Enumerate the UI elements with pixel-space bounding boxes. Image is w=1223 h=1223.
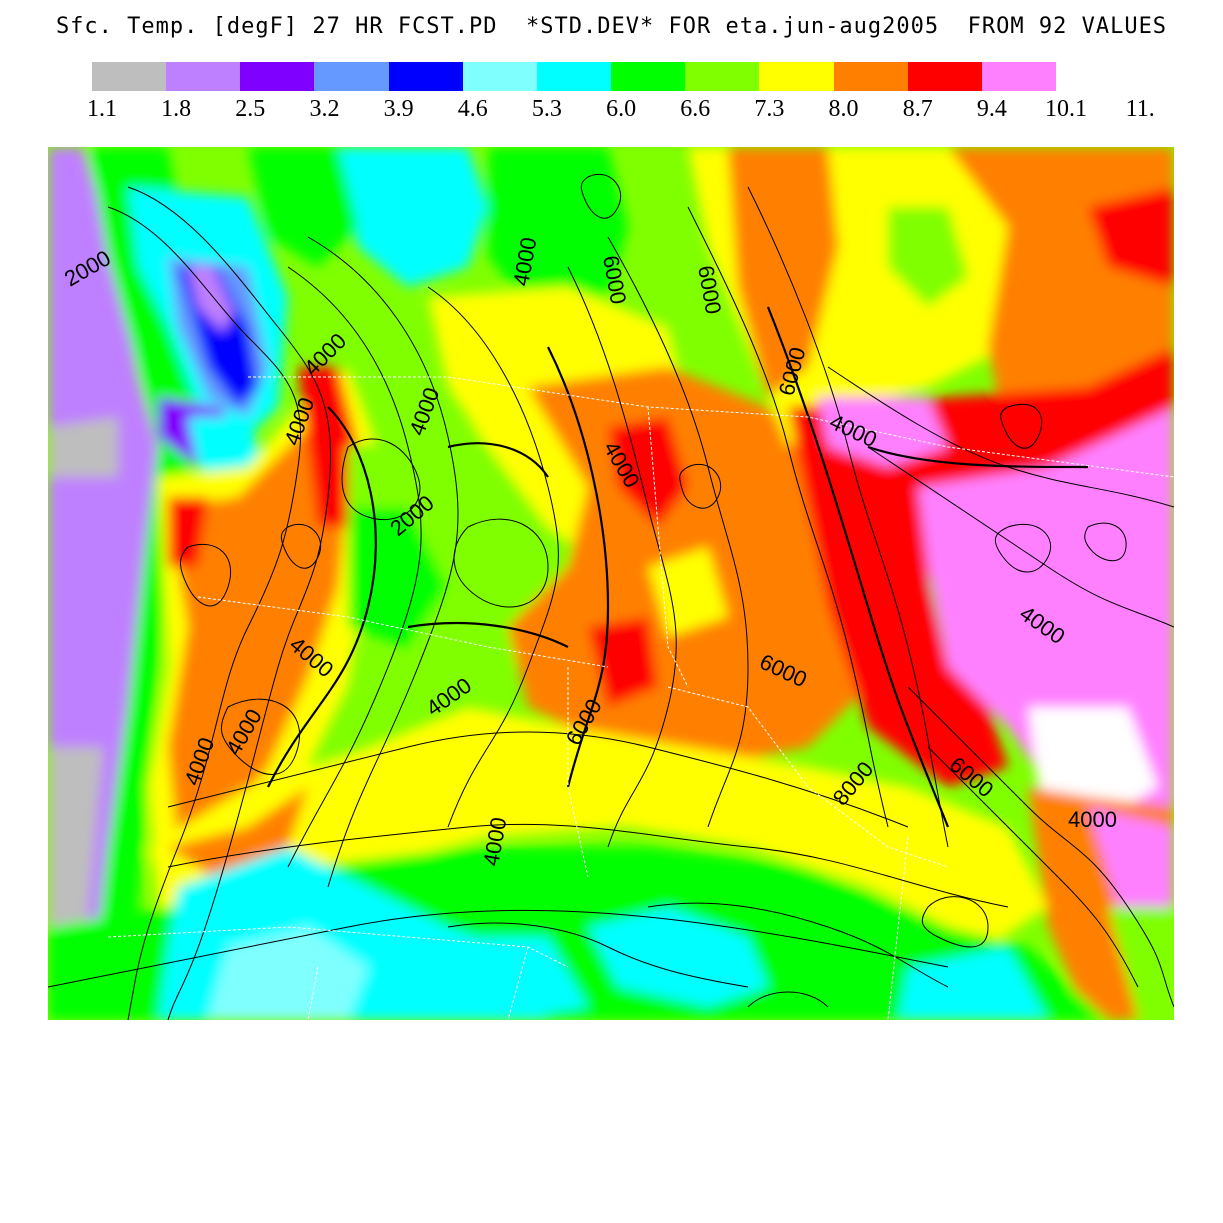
legend-tick-label: 10.1 [1045, 96, 1087, 122]
color-legend-bar [92, 62, 1057, 91]
contour-label: 4000 [1068, 807, 1117, 832]
major-contours [267, 306, 1089, 828]
legend-tick-label: 1.8 [161, 96, 192, 122]
color-field [48, 147, 1174, 1020]
legend-tick-label: 1.1 [87, 96, 117, 122]
map-title: Sfc. Temp. [degF] 27 HR FCST.PD *STD.DEV… [55, 14, 1168, 39]
legend-swatch [611, 62, 686, 91]
legend-swatch [92, 62, 167, 91]
color-legend-ticks: 1.1 1.8 2.5 3.2 3.9 4.6 5.3 6.0 6.6 7.3 8.0 8.7 9.4 1… [0, 96, 1223, 126]
forecast-map-svg: 2000 4000 4000 4000 4000 6000 6000 4000 … [48, 147, 1174, 1020]
legend-swatch [759, 62, 834, 91]
legend-swatch [833, 62, 908, 91]
legend-tick-label: 8.0 [828, 96, 859, 122]
legend-tick-label: 8.7 [902, 96, 933, 122]
legend-tick-label: 7.3 [754, 96, 785, 122]
legend-tick-label: 3.9 [383, 96, 414, 122]
legend-tick-label: 4.6 [457, 96, 488, 122]
elevation-contours [48, 173, 1174, 1020]
legend-tick-label: 2.5 [235, 96, 266, 122]
legend-swatch [388, 62, 463, 91]
legend-swatch [907, 62, 982, 91]
legend-swatch [314, 62, 389, 91]
legend-swatch [981, 62, 1057, 91]
legend-swatch [462, 62, 537, 91]
forecast-map: 2000 4000 4000 4000 4000 6000 6000 4000 … [48, 147, 1174, 1020]
legend-tick-label: 6.6 [680, 96, 711, 122]
legend-swatch [166, 62, 241, 91]
legend-tick-label: 6.0 [606, 96, 637, 122]
legend-swatch [240, 62, 315, 91]
state-boundaries [107, 376, 1174, 1020]
legend-tick-label: 9.4 [976, 96, 1007, 122]
legend-swatch [685, 62, 760, 91]
legend-tick-label: 11. [1125, 96, 1155, 122]
legend-swatch [536, 62, 612, 91]
legend-tick-label: 3.2 [309, 96, 340, 122]
legend-tick-label: 5.3 [531, 96, 562, 122]
